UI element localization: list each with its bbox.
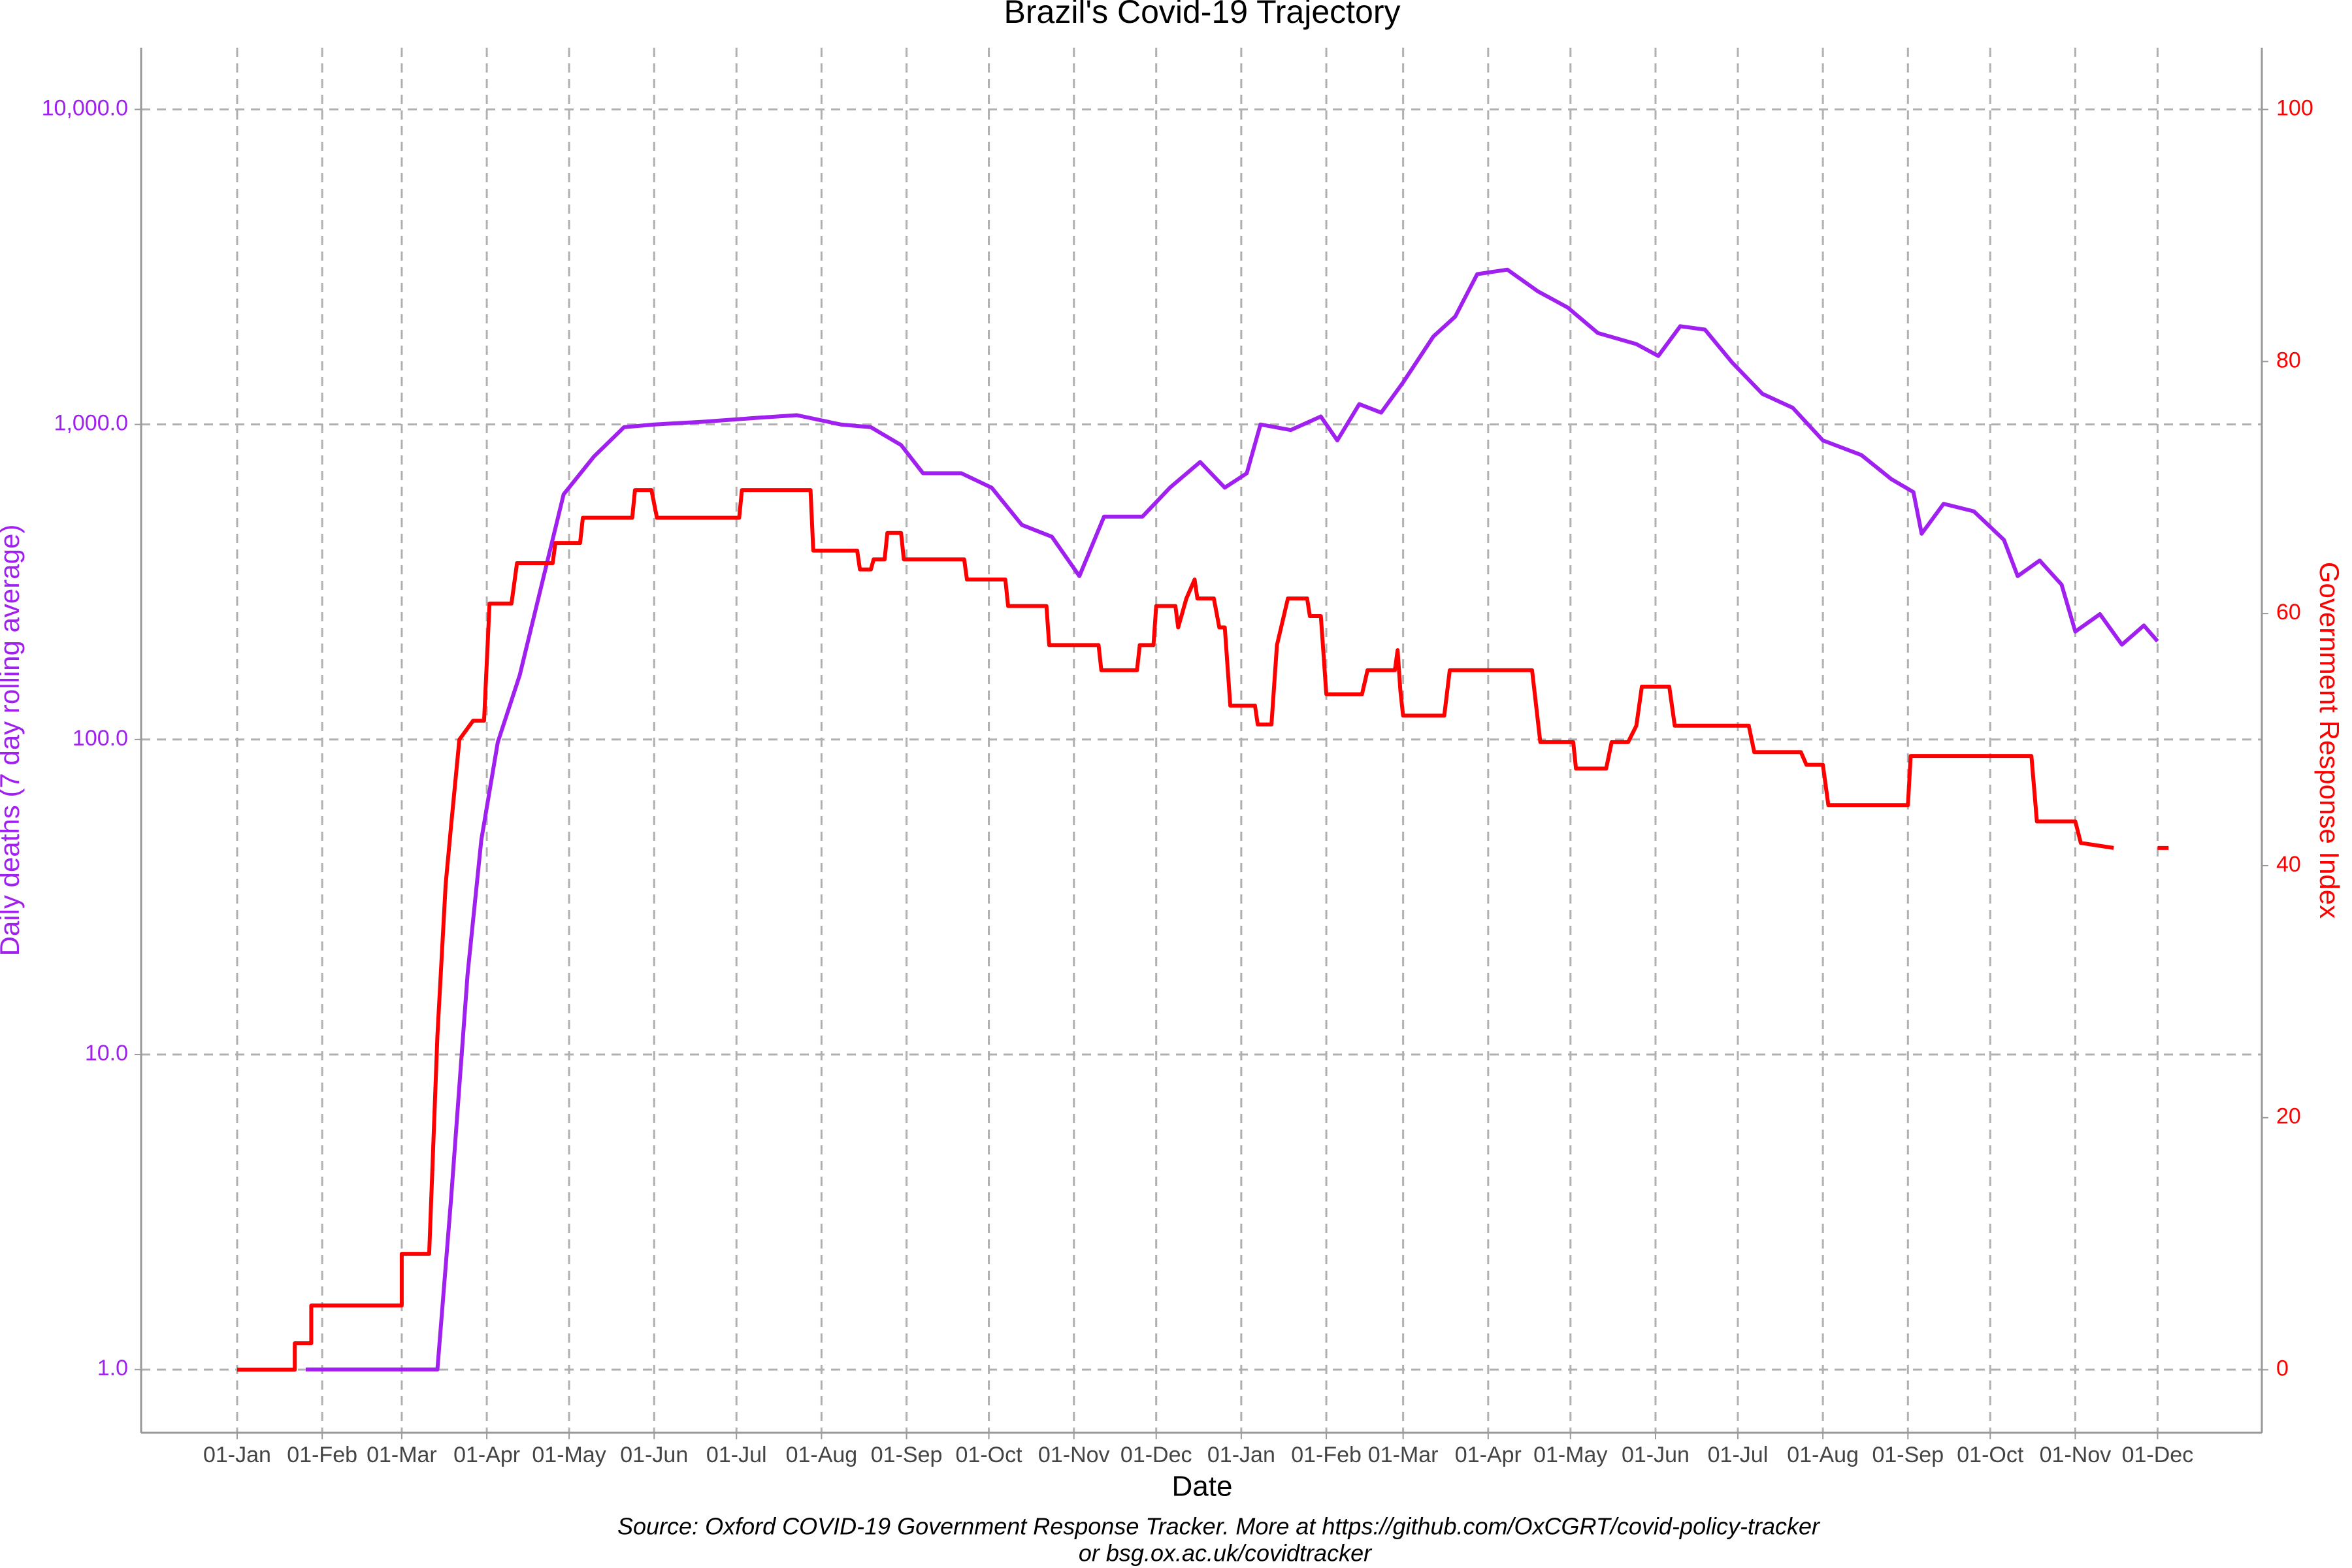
x-tick-label: 01-Sep bbox=[871, 1443, 943, 1467]
x-tick-label: 01-Dec bbox=[1120, 1443, 1192, 1467]
x-tick-label: 01-Jul bbox=[706, 1443, 767, 1467]
y2-tick-label: 60 bbox=[2276, 600, 2301, 625]
x-tick-label: 01-Jun bbox=[620, 1443, 688, 1467]
y2-tick-label: 40 bbox=[2276, 852, 2301, 877]
x-tick-label: 01-Dec bbox=[2122, 1443, 2194, 1467]
x-tick-label: 01-Feb bbox=[1291, 1443, 1362, 1467]
x-tick-label: 01-May bbox=[532, 1443, 606, 1467]
y2-tick-label: 0 bbox=[2276, 1356, 2289, 1381]
y-tick-label: 1.0 bbox=[97, 1356, 128, 1380]
x-tick-label: 01-Oct bbox=[1957, 1443, 2024, 1467]
y-axis-title: Daily deaths (7 day rolling average) bbox=[0, 525, 25, 956]
series-line bbox=[306, 267, 2159, 1372]
x-tick-label: 01-May bbox=[1533, 1443, 1607, 1467]
x-tick-label: 01-Feb bbox=[287, 1443, 357, 1467]
x-axis-title: Date bbox=[1172, 1471, 1233, 1503]
x-tick-label: 01-Mar bbox=[367, 1443, 437, 1467]
y-tick-label: 100.0 bbox=[73, 726, 128, 751]
x-tick-label: 01-Aug bbox=[786, 1443, 858, 1467]
caption: Source: Oxford COVID-19 Government Respo… bbox=[617, 1513, 1821, 1540]
x-tick-label: 01-Aug bbox=[1787, 1443, 1859, 1467]
x-tick-label: 01-Jan bbox=[1207, 1443, 1275, 1467]
y-tick-label: 1,000.0 bbox=[54, 411, 128, 436]
y2-tick-label: 100 bbox=[2276, 96, 2313, 121]
x-tick-label: 01-Jun bbox=[1622, 1443, 1690, 1467]
y-tick-label: 10,000.0 bbox=[42, 95, 128, 120]
series-line bbox=[237, 488, 2169, 1372]
x-tick-label: 01-Oct bbox=[956, 1443, 1023, 1467]
x-tick-label: 01-Nov bbox=[1038, 1443, 1110, 1467]
caption: or bsg.ox.ac.uk/covidtracker bbox=[1079, 1540, 1373, 1567]
x-tick-label: 01-Sep bbox=[1872, 1443, 1944, 1467]
x-tick-label: 01-Apr bbox=[453, 1443, 520, 1467]
x-tick-label: 01-Apr bbox=[1455, 1443, 1522, 1467]
x-tick-label: 01-Mar bbox=[1368, 1443, 1439, 1467]
x-tick-label: 01-Jul bbox=[1708, 1443, 1769, 1467]
x-tick-label: 01-Jan bbox=[203, 1443, 271, 1467]
y2-tick-label: 20 bbox=[2276, 1104, 2301, 1129]
y2-tick-label: 80 bbox=[2276, 348, 2301, 372]
x-tick-label: 01-Nov bbox=[2040, 1443, 2112, 1467]
chart-title: Brazil's Covid-19 Trajectory bbox=[1004, 0, 1401, 30]
y-tick-label: 10.0 bbox=[85, 1041, 128, 1066]
y2-axis-title: Government Response Index bbox=[2314, 562, 2345, 919]
